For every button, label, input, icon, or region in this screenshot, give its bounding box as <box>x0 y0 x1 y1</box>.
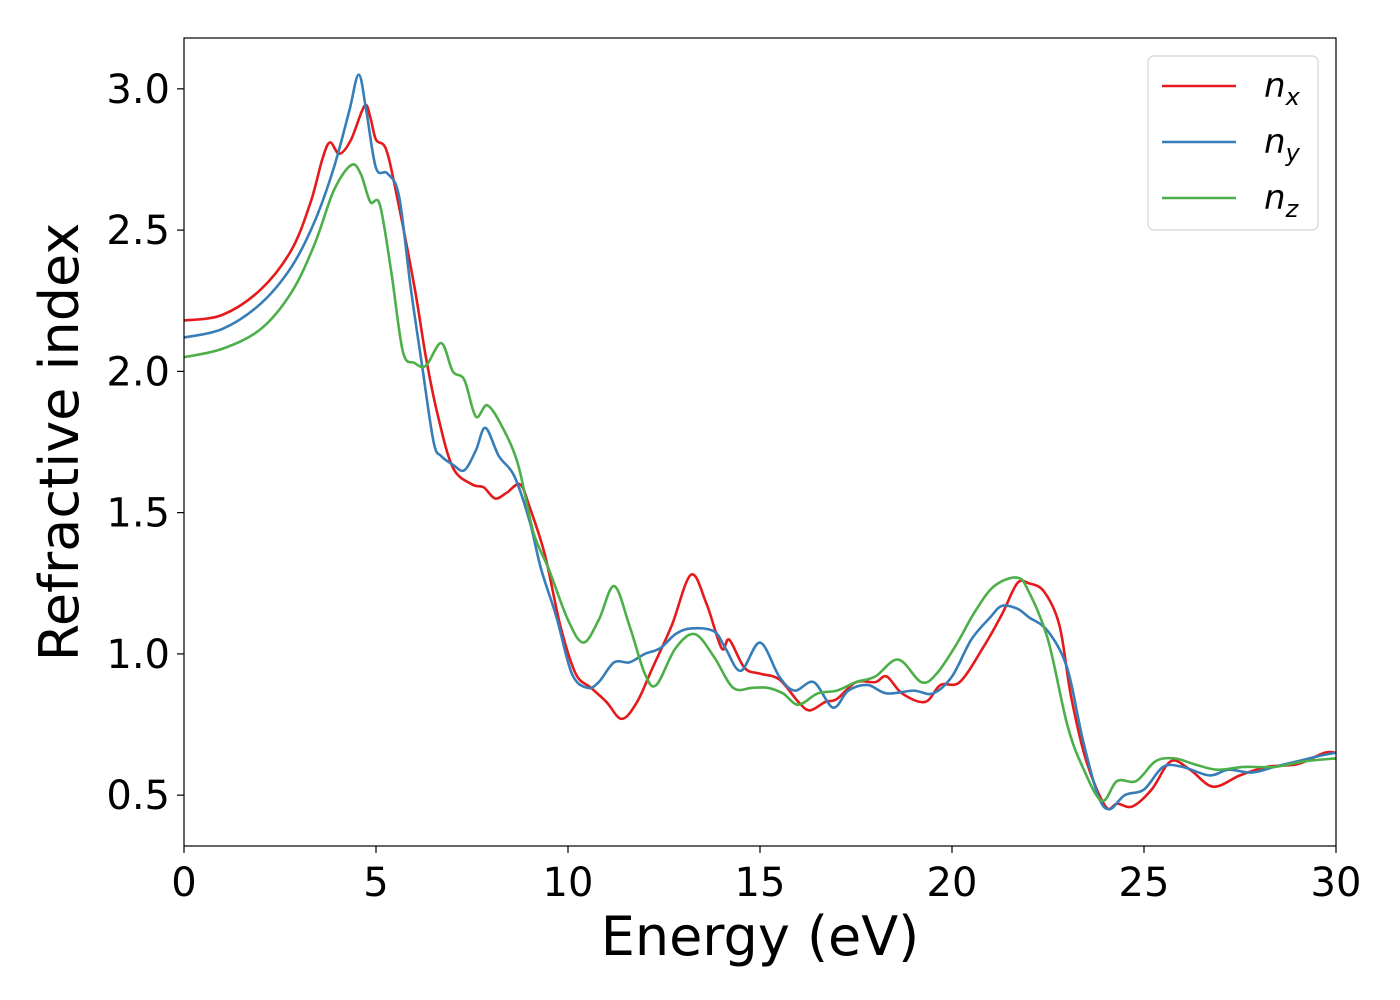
y-tick-label: 2.0 <box>106 349 170 395</box>
x-axis-label: Energy (eV) <box>601 905 920 968</box>
y-axis-label: Refractive index <box>28 223 91 662</box>
x-tick-label: 20 <box>927 860 978 906</box>
x-tick-label: 15 <box>735 860 786 906</box>
x-tick-label: 5 <box>363 860 388 906</box>
legend-label-n-x: nx <box>1264 66 1301 111</box>
x-tick-label: 30 <box>1311 860 1362 906</box>
y-tick-label: 0.5 <box>106 773 170 819</box>
y-tick-label: 1.5 <box>106 491 170 537</box>
legend-label-n-z: nz <box>1264 178 1300 223</box>
legend: nx ny nz <box>1147 55 1319 231</box>
series-line-n-y <box>184 73 1336 811</box>
y-tick-label: 2.5 <box>106 208 170 254</box>
x-tick-label: 10 <box>543 860 594 906</box>
y-tick-label: 1.0 <box>106 632 170 678</box>
y-tick-label: 3.0 <box>106 67 170 113</box>
x-axis-ticks: 0 5 10 15 20 25 30 <box>171 846 1361 906</box>
series-group <box>184 73 1336 811</box>
x-tick-label: 0 <box>171 860 196 906</box>
x-tick-label: 25 <box>1119 860 1170 906</box>
y-axis-ticks: 0.5 1.0 1.5 2.0 2.5 3.0 <box>106 67 184 819</box>
series-line-n-z <box>184 163 1336 803</box>
legend-label-n-y: ny <box>1264 122 1301 167</box>
